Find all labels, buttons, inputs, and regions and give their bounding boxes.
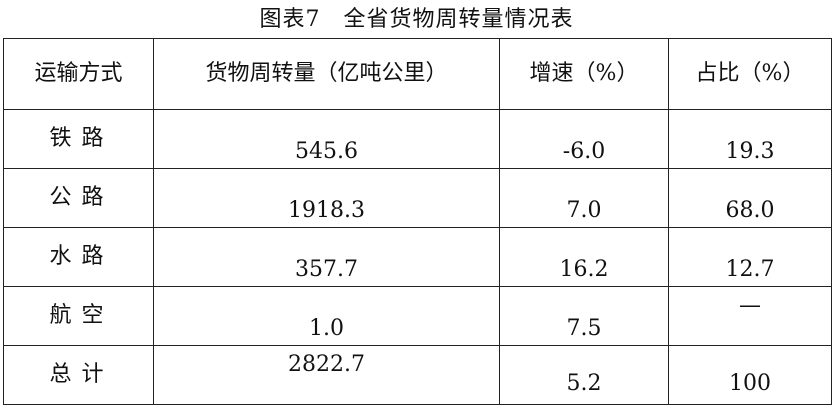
row-label-aviation: 航空 — [49, 303, 114, 328]
cell-highway-growth: 7.0 — [566, 198, 602, 223]
row-label-highway: 公路 — [49, 185, 114, 210]
row-label-total: 总计 — [49, 362, 114, 387]
header-growth-rate: 增速（%） — [499, 38, 669, 110]
row-label-railway: 铁路 — [49, 126, 114, 151]
cell-railway-volume: 545.6 — [295, 139, 358, 164]
header-transport-mode: 运输方式 — [3, 38, 154, 110]
cell-aviation-share: — — [739, 293, 761, 318]
table-row-waterway: 水路 357.7 16.2 12.7 — [3, 227, 832, 287]
table-header-row: 运输方式 货物周转量（亿吨公里） 增速（%） 占比（%） — [3, 38, 832, 110]
freight-turnover-table: 运输方式 货物周转量（亿吨公里） 增速（%） 占比（%） 铁路 545.6 -6… — [3, 38, 832, 405]
cell-waterway-volume: 357.7 — [295, 257, 358, 282]
row-label-waterway: 水路 — [49, 244, 114, 269]
table-row-aviation: 航空 1.0 7.5 — — [3, 286, 832, 346]
cell-total-growth: 5.2 — [566, 371, 602, 396]
cell-aviation-volume: 1.0 — [309, 316, 344, 341]
cell-waterway-growth: 16.2 — [559, 257, 609, 282]
table-row-total: 总计 2822.7 5.2 100 — [3, 345, 832, 405]
cell-waterway-share: 12.7 — [725, 257, 775, 282]
cell-aviation-growth: 7.5 — [566, 316, 602, 341]
cell-total-share: 100 — [729, 371, 771, 396]
table-row-railway: 铁路 545.6 -6.0 19.3 — [3, 109, 832, 169]
table-title: 图表7 全省货物周转量情况表 — [259, 7, 574, 32]
cell-total-volume: 2822.7 — [288, 352, 365, 377]
header-share: 占比（%） — [668, 38, 832, 110]
header-freight-volume: 货物周转量（亿吨公里） — [153, 38, 500, 110]
table-row-highway: 公路 1918.3 7.0 68.0 — [3, 168, 832, 228]
cell-railway-share: 19.3 — [725, 139, 775, 164]
cell-railway-growth: -6.0 — [562, 139, 606, 164]
cell-highway-share: 68.0 — [725, 198, 775, 223]
cell-highway-volume: 1918.3 — [288, 198, 365, 223]
